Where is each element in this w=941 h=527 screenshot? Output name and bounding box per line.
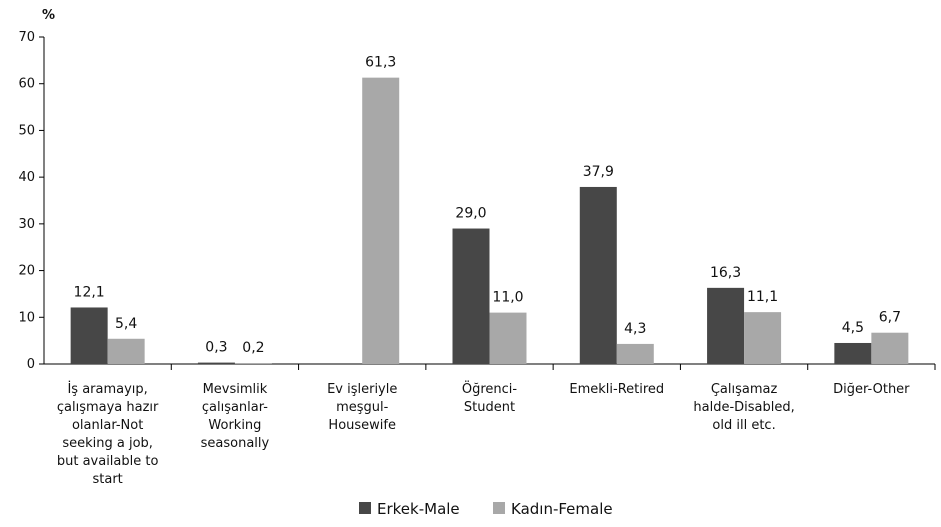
data-label: 5,4 (115, 316, 137, 332)
legend-swatch-male (359, 502, 371, 514)
y-tick-label: 10 (18, 310, 35, 325)
legend-label: Kadın-Female (511, 500, 613, 518)
bar-female (489, 312, 527, 364)
y-tick-label: 0 (27, 357, 35, 372)
category-labels: İş aramayıp, çalışmaya hazır olanlar-Not se… (57, 364, 936, 487)
y-tick-label: 70 (18, 30, 35, 45)
category-label: Emekli-Retired (569, 382, 664, 397)
data-label: 12,1 (74, 284, 105, 300)
bar-female (744, 312, 782, 364)
y-tick-label: 40 (18, 170, 35, 185)
category-label: İş aramayıp, çalışmaya hazır olanlar-Not se… (57, 381, 159, 487)
legend-swatch-female (493, 502, 505, 514)
y-axis-label: % (42, 8, 55, 23)
data-labels: 12,1 5,4 0,3 0,2 61,3 29,0 11,0 37,9 4,3 16,3 11,1… (74, 55, 901, 356)
legend-label: Erkek-Male (377, 500, 460, 518)
data-label: 6,7 (879, 310, 901, 326)
bar-male (579, 186, 617, 364)
bar-male (834, 342, 872, 364)
bar-female (107, 338, 145, 364)
y-axis-ticks: 0 10 20 30 40 50 60 70 (18, 30, 44, 372)
y-tick-label: 30 (18, 217, 35, 232)
bar-male (707, 287, 745, 364)
data-label: 0,3 (205, 340, 227, 356)
legend: Erkek-Male Kadın-Female (359, 500, 613, 518)
y-tick-label: 20 (18, 264, 35, 279)
bar-male (70, 307, 108, 364)
category-label: Mevsimlik çalışanlar-Working seasonally (201, 382, 270, 451)
bar-female (234, 363, 272, 364)
data-label: 4,5 (842, 320, 864, 336)
bar-female (362, 77, 400, 365)
bar-female (871, 332, 909, 364)
data-label: 0,2 (242, 340, 264, 356)
bars (70, 77, 909, 365)
data-label: 11,1 (747, 289, 778, 305)
category-label: Öğrenci-Student (462, 380, 518, 415)
category-label: Çalışamaz halde-Disabled, old ill etc. (693, 382, 794, 433)
data-label: 37,9 (583, 164, 614, 180)
y-tick-label: 60 (18, 77, 35, 92)
bar-male (452, 228, 490, 364)
data-label: 11,0 (492, 290, 523, 306)
data-label: 4,3 (624, 321, 646, 337)
data-label: 61,3 (365, 55, 396, 71)
data-label: 29,0 (455, 206, 486, 222)
bar-male (197, 362, 235, 364)
category-label: Diğer-Other (833, 382, 910, 397)
category-label: Ev işleriyle meşgul-Housewife (327, 382, 397, 433)
bar-female (616, 343, 654, 364)
data-label: 16,3 (710, 265, 741, 281)
y-tick-label: 50 (18, 123, 35, 138)
